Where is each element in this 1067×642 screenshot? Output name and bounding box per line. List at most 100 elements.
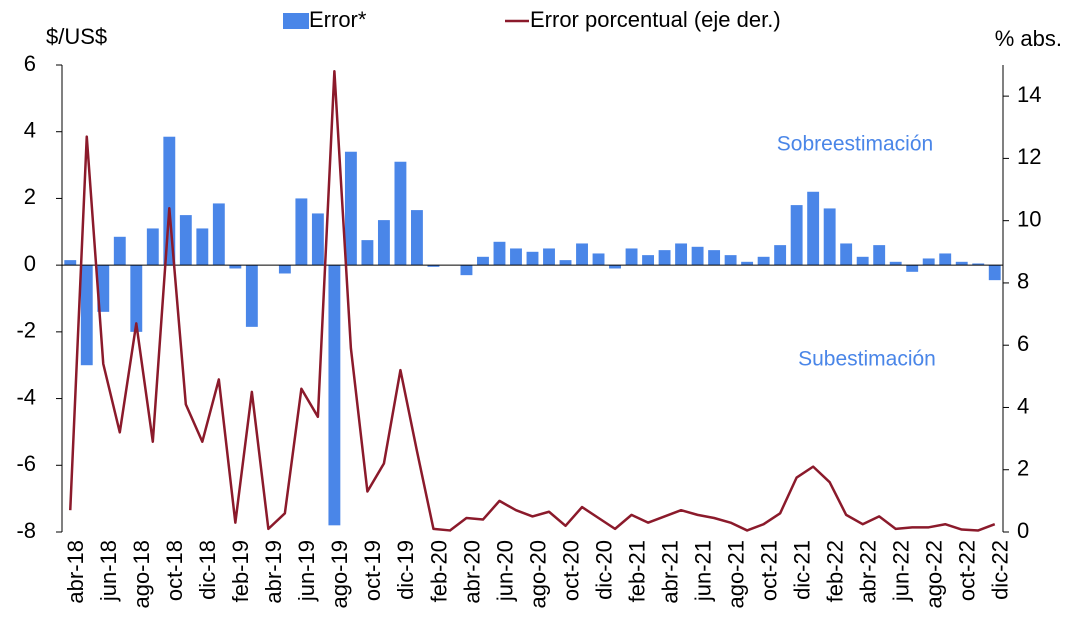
bar <box>394 161 407 266</box>
bar <box>757 256 770 266</box>
bar <box>477 256 489 266</box>
annotation: Subestimación <box>798 348 936 371</box>
y-tick-label: 2 <box>24 184 36 209</box>
bar <box>642 255 655 266</box>
bar <box>113 236 126 266</box>
y2-tick-label: 12 <box>1017 144 1041 169</box>
bar <box>708 250 721 266</box>
x-tick-label: ago-22 <box>922 540 947 609</box>
x-tick-label: feb-22 <box>822 540 847 602</box>
bar <box>790 205 803 266</box>
y-tick-label: -6 <box>16 451 36 476</box>
x-tick-label: abr-18 <box>63 540 88 604</box>
legend-label: Error porcentual (eje der.) <box>530 7 781 32</box>
bar <box>460 265 473 276</box>
x-tick-label: ago-19 <box>327 540 352 609</box>
legend-swatch <box>283 13 309 29</box>
x-tick-label: jun-18 <box>96 540 121 602</box>
x-tick-label: feb-20 <box>426 540 451 602</box>
x-tick-label: oct-19 <box>360 540 385 601</box>
y2-tick-label: 10 <box>1017 206 1041 231</box>
bar <box>543 248 555 266</box>
y-tick-label: 6 <box>24 51 36 76</box>
y2-tick-label: 6 <box>1017 331 1029 356</box>
bar <box>807 191 820 266</box>
x-tick-label: oct-22 <box>955 540 980 601</box>
bar <box>179 215 192 266</box>
x-tick-label: ago-21 <box>723 540 748 609</box>
x-tick-label: jun-20 <box>492 540 517 602</box>
bar <box>559 260 572 266</box>
x-tick-label: jun-21 <box>690 540 715 602</box>
bar <box>361 240 374 266</box>
bar <box>576 243 588 266</box>
x-tick-label: oct-18 <box>162 540 187 601</box>
x-tick-label: feb-19 <box>228 540 253 602</box>
bar <box>64 260 77 266</box>
x-tick-label: oct-21 <box>756 540 781 601</box>
bar <box>328 265 341 526</box>
bar <box>906 265 919 272</box>
y2-tick-label: 4 <box>1017 393 1029 418</box>
bar <box>427 265 440 267</box>
y-axis-label: $/US$ <box>46 24 107 49</box>
bar <box>873 245 886 266</box>
bar <box>625 248 638 266</box>
y-tick-label: 0 <box>24 251 36 276</box>
bar <box>741 261 754 266</box>
bar <box>988 265 1001 281</box>
bar <box>245 265 258 327</box>
bar <box>955 261 968 266</box>
bar <box>658 250 671 266</box>
bar <box>196 228 209 266</box>
x-tick-label: oct-20 <box>558 540 583 601</box>
x-tick-label: jun-22 <box>889 540 914 602</box>
x-tick-label: jun-19 <box>294 540 319 602</box>
bar <box>229 265 242 269</box>
y2-tick-label: 8 <box>1017 269 1029 294</box>
bar <box>212 203 225 266</box>
bar <box>344 151 357 266</box>
bar <box>278 265 291 274</box>
bar <box>972 263 985 266</box>
bar <box>691 246 704 266</box>
bar <box>526 251 539 266</box>
x-tick-label: dic-21 <box>789 540 814 600</box>
bar <box>675 243 688 266</box>
bar <box>163 136 176 266</box>
bar <box>295 198 308 266</box>
x-tick-label: feb-21 <box>624 540 649 602</box>
bar <box>493 241 506 266</box>
y2-tick-label: 2 <box>1017 456 1029 481</box>
annotation: Sobreestimación <box>777 133 933 156</box>
bar <box>889 261 902 266</box>
bar <box>609 265 621 269</box>
y-tick-label: -2 <box>16 318 36 343</box>
bar <box>823 208 836 266</box>
bar <box>592 253 605 266</box>
bar <box>80 265 93 366</box>
y2-tick-label: 0 <box>1017 518 1029 543</box>
x-tick-label: abr-21 <box>657 540 682 604</box>
x-tick-label: abr-22 <box>855 540 880 604</box>
bar <box>774 245 787 266</box>
line <box>69 69 996 532</box>
y-tick-label: -4 <box>16 384 36 409</box>
bar <box>130 265 143 332</box>
bar <box>97 265 110 312</box>
y-tick-label: -8 <box>16 518 36 543</box>
bar <box>311 213 324 266</box>
y-tick-label: 4 <box>24 118 36 143</box>
y2-axis-label: % abs. <box>995 26 1062 51</box>
bar <box>922 258 935 266</box>
x-tick-label: abr-20 <box>459 540 484 604</box>
bar <box>410 210 423 266</box>
y2-tick-label: 14 <box>1017 82 1041 107</box>
x-tick-label: dic-18 <box>195 540 220 600</box>
x-tick-label: ago-18 <box>129 540 154 609</box>
x-tick-label: dic-22 <box>988 540 1013 600</box>
bar <box>146 228 159 266</box>
bar <box>840 243 853 266</box>
bar <box>724 255 737 266</box>
